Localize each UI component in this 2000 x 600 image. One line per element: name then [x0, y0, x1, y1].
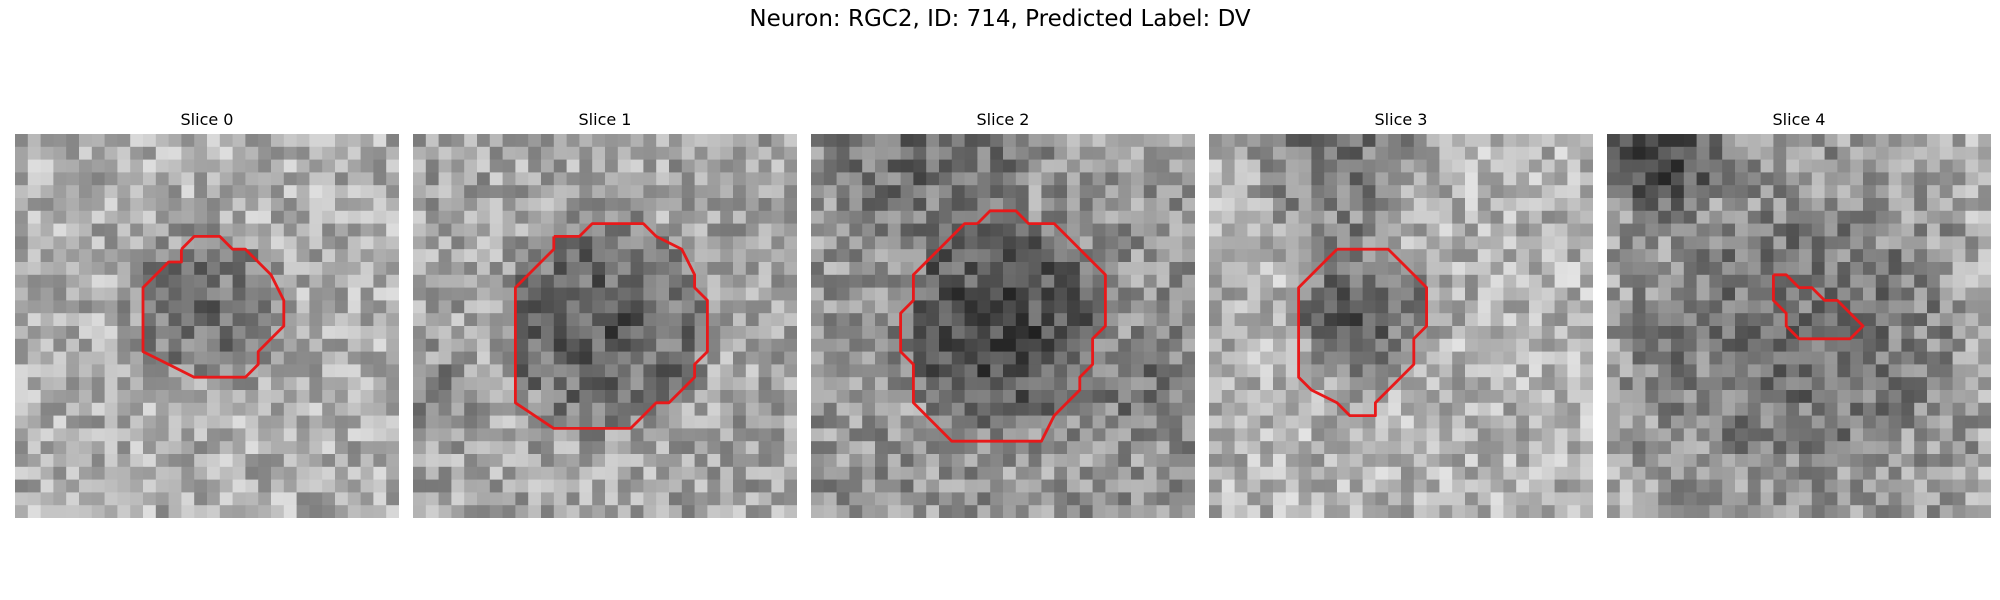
- slice-panel-3: Slice 3: [1209, 108, 1593, 518]
- neuron-outline: [513, 222, 709, 430]
- neuron-outline: [141, 234, 286, 379]
- slice-image: [811, 134, 1195, 518]
- slice-image: [413, 134, 797, 518]
- grayscale-pixels: [1607, 134, 1991, 518]
- slice-panel-1: Slice 1: [413, 108, 797, 518]
- grayscale-pixels: [811, 134, 1195, 518]
- slice-image: [1607, 134, 1991, 518]
- slice-title: Slice 4: [1772, 110, 1826, 129]
- slice-image: [1209, 134, 1593, 518]
- neuron-outline: [899, 209, 1107, 443]
- grayscale-pixels: [15, 134, 399, 518]
- slice-title: Slice 1: [578, 110, 632, 129]
- neuron-outline: [1771, 273, 1865, 341]
- slice-title: Slice 2: [976, 110, 1030, 129]
- slice-panel-4: Slice 4: [1607, 108, 1991, 518]
- slice-image: [15, 134, 399, 518]
- grayscale-pixels: [1209, 134, 1593, 518]
- slice-title: Slice 3: [1374, 110, 1428, 129]
- figure-title: Neuron: RGC2, ID: 714, Predicted Label: …: [749, 6, 1251, 32]
- neuron-outline: [1297, 247, 1429, 418]
- slice-panel-0: Slice 0: [15, 108, 399, 518]
- slice-title: Slice 0: [180, 110, 234, 129]
- slice-panel-2: Slice 2: [811, 108, 1195, 518]
- grayscale-pixels: [413, 134, 797, 518]
